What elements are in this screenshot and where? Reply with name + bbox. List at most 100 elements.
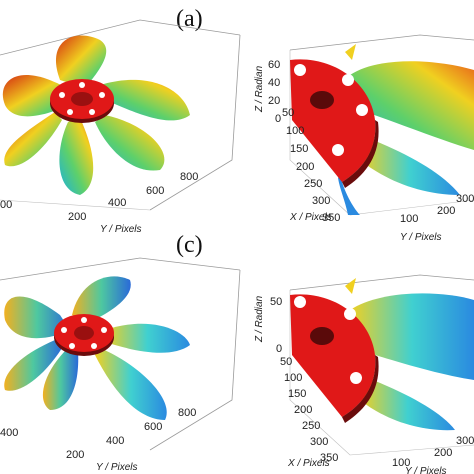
x-tick-label: 150 xyxy=(290,143,308,155)
x-tick-label: 100 xyxy=(286,125,304,137)
x-tick-label: 250 xyxy=(304,178,322,190)
y-axis-label: Y / Pixels xyxy=(100,224,142,235)
hub-hole xyxy=(294,64,306,76)
blade xyxy=(4,340,62,391)
x-axis-label: X / Pixels xyxy=(289,212,332,223)
z-axis-label: Z / Radian xyxy=(254,295,265,343)
hub-hole xyxy=(342,74,354,86)
box-edge xyxy=(149,34,241,211)
hub-hole xyxy=(59,92,65,98)
hub-hole xyxy=(81,317,87,323)
hub-edge xyxy=(342,355,379,423)
panel-a-right: 60 40 20 0 Z / Radian 50 100 150 200 250… xyxy=(254,34,474,243)
hub-center xyxy=(71,92,93,106)
x-tick-label: 50 xyxy=(280,356,292,368)
y-tick-label: 200 xyxy=(66,449,84,461)
hub-edge xyxy=(342,120,379,188)
z-tick-label: 50 xyxy=(270,296,282,308)
x-tick-label: 00 xyxy=(0,199,12,211)
y-axis-label: Y / Pixels xyxy=(400,232,442,243)
box-edge xyxy=(289,50,474,216)
y-tick-label: 300 xyxy=(456,435,474,447)
hub-hole xyxy=(91,343,97,349)
z-tick-label: 20 xyxy=(268,95,280,107)
y-axis-label: Y / Pixels xyxy=(96,462,138,473)
y-tick-label: 600 xyxy=(146,185,164,197)
y-tick-label: 200 xyxy=(68,211,86,223)
blade xyxy=(100,79,190,121)
blade xyxy=(55,35,107,88)
x-tick-label: 50 xyxy=(282,107,294,119)
blade xyxy=(59,118,94,195)
y-tick-label: 200 xyxy=(437,205,455,217)
z-tick-label: 60 xyxy=(268,59,280,71)
panel-a-left: 00 200 400 600 800 Y / Pixels xyxy=(0,19,241,235)
hub-hole xyxy=(332,144,344,156)
hub-hole xyxy=(99,92,105,98)
x-tick-label: 350 xyxy=(322,212,340,224)
blade xyxy=(95,348,167,420)
box-edge xyxy=(149,269,241,451)
hub-center xyxy=(74,326,94,340)
x-tick-label: 250 xyxy=(302,420,320,432)
blade xyxy=(350,293,474,380)
z-tick-label: 0 xyxy=(276,343,282,355)
y-tick-label: 800 xyxy=(178,407,196,419)
box-edge xyxy=(289,274,474,291)
hub-hole xyxy=(69,343,75,349)
x-tick-label: 400 xyxy=(0,427,18,439)
z-tick-label: 0 xyxy=(275,113,281,125)
blade xyxy=(42,348,79,410)
y-axis-label: Y / Pixels xyxy=(405,466,447,474)
hub-hole xyxy=(67,109,73,115)
y-tick-label: 300 xyxy=(456,193,474,205)
x-tick-label: 100 xyxy=(284,372,302,384)
box-edge xyxy=(0,257,241,281)
x-tick-label: 350 xyxy=(320,452,338,464)
blade xyxy=(360,135,460,195)
x-tick-label: 150 xyxy=(288,388,306,400)
hub-hole xyxy=(294,296,306,308)
blade-tip xyxy=(345,278,356,294)
z-axis-label: Z / Radian xyxy=(254,65,265,113)
y-tick-label: 100 xyxy=(392,457,410,469)
hub xyxy=(290,294,376,417)
panel-c-left: 400 200 400 600 800 Y / Pixels xyxy=(0,257,241,473)
panel-label-c: (c) xyxy=(176,232,203,258)
hub-hole xyxy=(356,104,368,116)
box-edge xyxy=(289,34,474,51)
y-tick-label: 100 xyxy=(400,213,418,225)
box-edge xyxy=(0,19,241,56)
blade-tip xyxy=(345,44,356,60)
x-tick-label: 200 xyxy=(294,404,312,416)
y-tick-label: 800 xyxy=(180,171,198,183)
box-edge xyxy=(0,199,151,211)
box-edge xyxy=(289,290,474,456)
hub xyxy=(290,59,376,182)
panel-c-right: 50 0 Z / Radian 50 100 150 200 250 300 3… xyxy=(254,274,474,474)
blade xyxy=(95,115,165,171)
z-tick-label: 40 xyxy=(268,77,280,89)
x-tick-label: 200 xyxy=(296,161,314,173)
hub-hole xyxy=(89,109,95,115)
hub-hole xyxy=(79,82,85,88)
hub-hole xyxy=(101,327,107,333)
x-tick-label: 300 xyxy=(310,436,328,448)
hub-hole xyxy=(61,327,67,333)
hub-center xyxy=(310,91,334,109)
hub-center xyxy=(310,327,334,345)
blade xyxy=(4,112,62,167)
y-tick-label: 400 xyxy=(106,435,124,447)
y-tick-label: 600 xyxy=(144,421,162,433)
blade xyxy=(360,375,455,431)
y-tick-label: 400 xyxy=(108,197,126,209)
x-tick-label: 300 xyxy=(312,195,330,207)
blade xyxy=(105,323,190,353)
hub-hole xyxy=(350,372,362,384)
blade xyxy=(72,276,131,322)
x-axis-label: X / Pixels xyxy=(287,458,330,469)
y-tick-label: 200 xyxy=(434,447,452,459)
blade xyxy=(350,61,474,150)
